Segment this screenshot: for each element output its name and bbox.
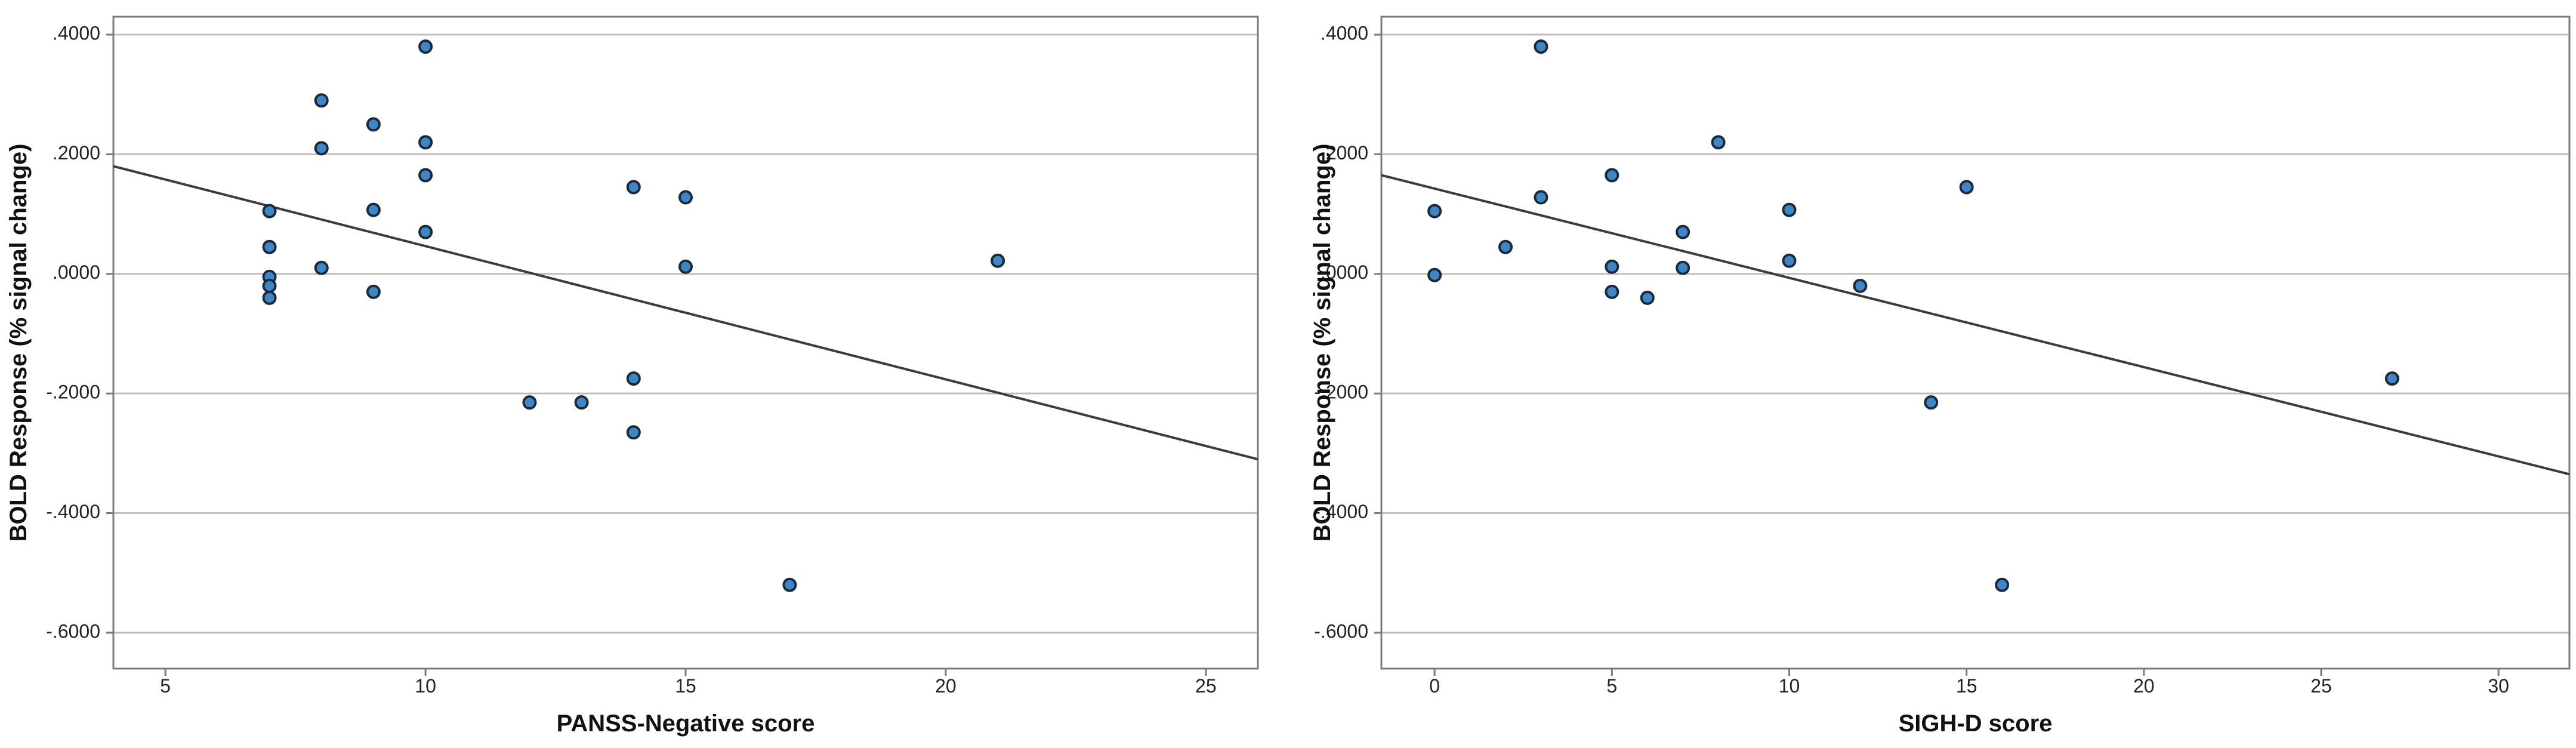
data-point [626, 180, 641, 195]
x-axis-label: SIGH-D score [1899, 710, 2053, 737]
panel-sigh-d: .4000 .2000 .0000 -.2000 -.4000 -.6000 0 5 10 15 2… [1309, 16, 2571, 737]
data-point [262, 239, 277, 254]
data-point [418, 135, 433, 150]
y-axis-label: BOLD Response (% signal change) [1309, 144, 1335, 542]
data-point [262, 278, 277, 293]
data-point [314, 141, 329, 156]
data-point [1711, 135, 1726, 150]
data-point [1605, 284, 1619, 299]
data-point [1605, 259, 1619, 274]
x-tick-label: 30 [2488, 675, 2509, 697]
data-point [1995, 577, 2010, 592]
data-point [1676, 260, 1690, 275]
x-tick-label: 15 [675, 675, 696, 697]
data-point [418, 224, 433, 239]
data-point [2384, 371, 2399, 386]
data-point [678, 190, 693, 205]
data-point [1427, 204, 1442, 218]
data-point [991, 253, 1005, 268]
y-tick-label: -.6000 [46, 620, 100, 642]
x-tick-label: 5 [1606, 675, 1617, 697]
data-point [418, 39, 433, 54]
x-axis-label: PANSS-Negative score [557, 710, 815, 737]
y-tick-label: .4000 [53, 23, 100, 44]
data-point [1782, 253, 1797, 268]
data-point [1534, 39, 1548, 54]
x-tick-label: 0 [1429, 675, 1440, 697]
data-point [1498, 239, 1513, 254]
y-tick-label: -.2000 [1314, 381, 1368, 403]
data-point [1959, 180, 1974, 195]
data-point [366, 117, 381, 132]
y-axis-label: BOLD Response (% signal change) [5, 144, 32, 542]
y-tick-label: -.2000 [46, 381, 100, 403]
y-tick-label: .0000 [1321, 261, 1368, 283]
data-point [366, 284, 381, 299]
data-point [1427, 267, 1442, 282]
fit-line [113, 165, 1258, 461]
data-point [1605, 168, 1619, 183]
data-point [1853, 278, 1868, 293]
data-point [1676, 224, 1690, 239]
y-tick-label: .0000 [53, 261, 100, 283]
data-point [522, 395, 537, 410]
x-tick-label: 15 [1956, 675, 1977, 697]
fit-line [1381, 174, 2570, 476]
data-point [314, 260, 329, 275]
y-tick-label: .4000 [1321, 23, 1368, 44]
x-tick-label: 10 [1779, 675, 1800, 697]
y-tick-label: .2000 [53, 142, 100, 164]
plot-frame [1380, 16, 2571, 670]
data-point [626, 425, 641, 440]
y-tick-label: -.6000 [1314, 620, 1368, 642]
data-point [782, 577, 797, 592]
x-tick-label: 25 [1195, 675, 1217, 697]
y-tick-label: -.4000 [46, 501, 100, 522]
data-point [678, 259, 693, 274]
data-point [314, 93, 329, 108]
y-tick-label: .2000 [1321, 142, 1368, 164]
x-tick-label: 25 [2310, 675, 2332, 697]
x-tick-label: 10 [415, 675, 436, 697]
y-tick-label: -.4000 [1314, 501, 1368, 522]
data-point [262, 290, 277, 305]
x-tick-label: 20 [2133, 675, 2155, 697]
data-point [1640, 290, 1655, 305]
data-point [1534, 190, 1548, 205]
x-tick-label: 5 [160, 675, 171, 697]
data-point [626, 371, 641, 386]
data-point [1782, 202, 1797, 217]
panel-panss-negative: .4000 .2000 .0000 -.2000 -.4000 -.6000 5 10 15 20… [5, 16, 1259, 737]
plot-frame [112, 16, 1259, 670]
data-point [366, 202, 381, 217]
data-point [1924, 395, 1939, 410]
data-point [262, 204, 277, 218]
data-point [418, 168, 433, 183]
data-point [574, 395, 589, 410]
x-tick-label: 20 [935, 675, 957, 697]
